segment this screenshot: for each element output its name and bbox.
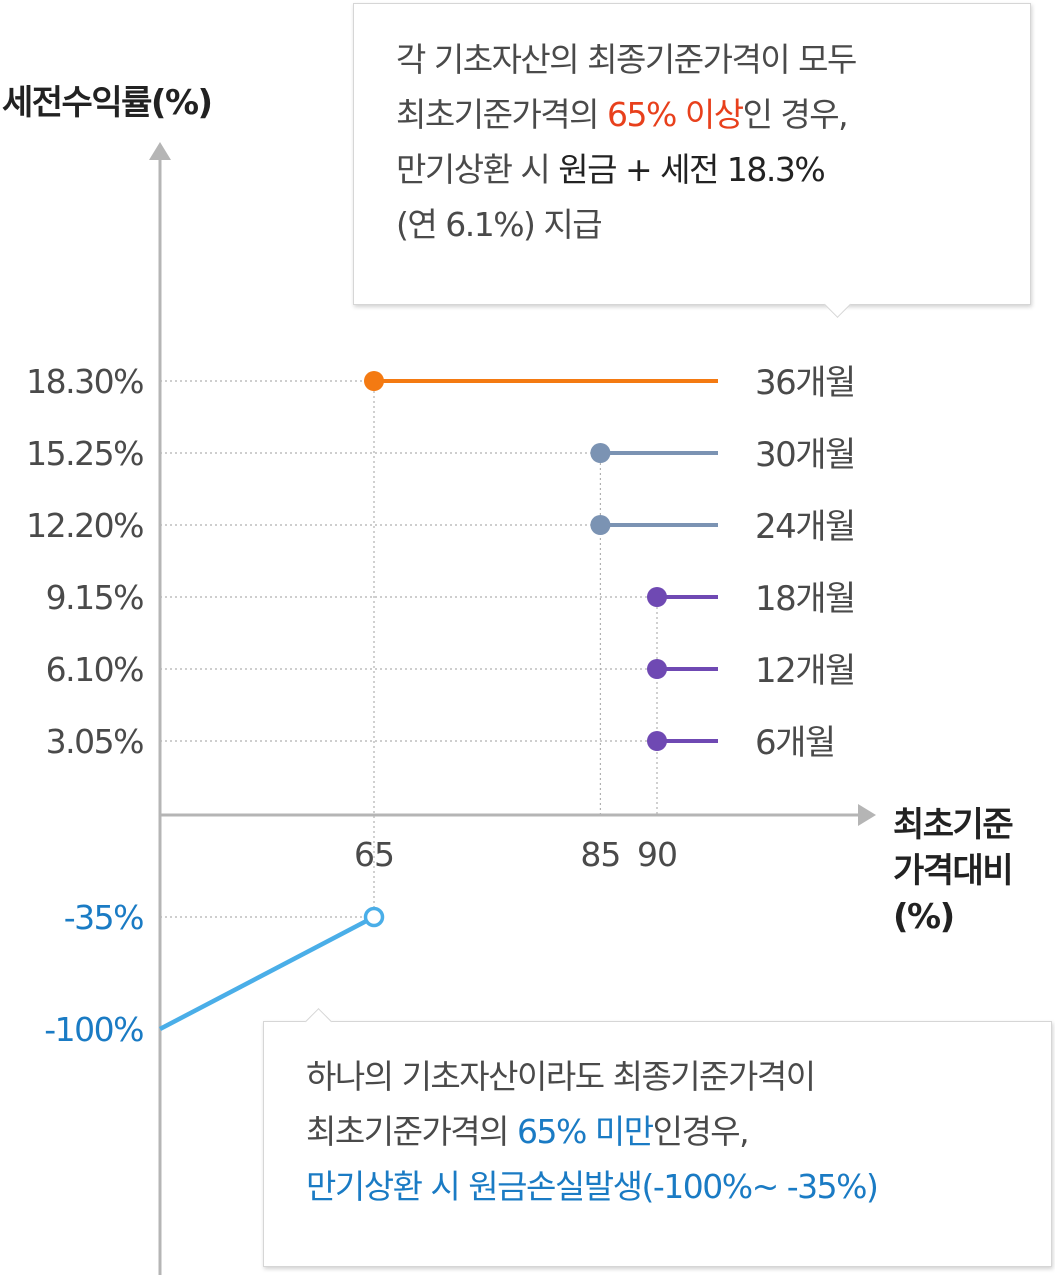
- series-label-2: 24개월: [755, 507, 855, 547]
- x-axis-label-line-0: 최초기준: [893, 805, 1013, 845]
- top-callout-line-1-segment-2: 인 경우,: [742, 95, 849, 134]
- series-point-1: [590, 443, 611, 463]
- x-axis-label-line-2: (%): [893, 897, 954, 937]
- top-callout-line-1: 최초기준가격의 65% 이상인 경우,: [396, 87, 1000, 142]
- series-point-0: [364, 371, 384, 391]
- top-callout-line-2: 만기상환 시 원금 + 세전 18.3%: [396, 142, 1000, 197]
- bottom-callout-line-0-segment-0: 하나의 기초자산이라도 최종기준가격이: [306, 1057, 816, 1096]
- y-tick-label-5: 3.05%: [46, 722, 143, 761]
- series-point-2: [590, 515, 611, 535]
- top-callout-line-2-segment-0: 만기상환 시: [396, 150, 559, 189]
- x-tick-label-0: 65: [354, 835, 394, 874]
- x-tick-label-1: 85: [580, 835, 620, 874]
- x-tick-label-2: 90: [637, 835, 677, 874]
- y-axis-arrow: [149, 142, 171, 160]
- series-label-0: 36개월: [755, 363, 855, 403]
- top-callout-line-3-segment-0: (연 6.1%) 지급: [396, 205, 603, 244]
- top-callout-line-1-segment-1: 65% 이상: [607, 95, 744, 134]
- loss-endpoint: [363, 906, 385, 928]
- bottom-callout-line-1-segment-1: 65% 미만: [517, 1112, 654, 1151]
- series-label-3: 18개월: [755, 579, 855, 619]
- series-point-3: [647, 587, 667, 607]
- y-tick-label-1: 15.25%: [26, 434, 143, 473]
- series-label-1: 30개월: [755, 435, 855, 475]
- y-tick-label-3: 9.15%: [46, 578, 143, 617]
- top-callout-line-0: 각 기초자산의 최종기준가격이 모두: [396, 32, 1000, 87]
- top-callout-line-1-segment-0: 최초기준가격의: [396, 95, 608, 134]
- y-tick-label-4: 6.10%: [46, 650, 143, 689]
- series-point-5: [647, 731, 667, 751]
- x-axis-label-line-1: 가격대비: [893, 851, 1012, 891]
- top-callout: 각 기초자산의 최종기준가격이 모두 최초기준가격의 65% 이상인 경우, 만기상…: [353, 3, 1031, 318]
- y-tick-label-0: 18.30%: [26, 362, 143, 401]
- bottom-callout-line-2: 만기상환 시 원금손실발생(-100%~ -35%): [306, 1159, 1031, 1214]
- bottom-callout-line-1: 최초기준가격의 65% 미만인경우,: [306, 1104, 1031, 1159]
- top-callout-line-2-segment-1: 원금 + 세전 18.3%: [558, 150, 825, 189]
- series-label-5: 6개월: [755, 723, 835, 763]
- bottom-callout-line-1-segment-2: 인경우,: [652, 1112, 750, 1151]
- series-label-4: 12개월: [755, 651, 855, 691]
- loss-line: [158, 915, 376, 1031]
- bottom-callout-line-2-segment-0: 만기상환 시 원금손실발생(-100%~ -35%): [306, 1167, 879, 1206]
- top-callout-text: 각 기초자산의 최종기준가격이 모두 최초기준가격의 65% 이상인 경우, 만기상…: [396, 32, 1000, 252]
- series-point-4: [647, 659, 667, 679]
- bottom-callout-line-1-segment-0: 최초기준가격의: [306, 1112, 518, 1151]
- top-callout-line-3: (연 6.1%) 지급: [396, 197, 1000, 252]
- x-axis-arrow: [858, 804, 876, 826]
- top-callout-line-0-segment-0: 각 기초자산의 최종기준가격이 모두: [396, 40, 857, 79]
- y-axis-label: 세전수익률(%): [2, 83, 212, 123]
- y-tick-label-neg-0: -35%: [64, 898, 143, 937]
- y-tick-label-neg-1: -100%: [44, 1010, 143, 1049]
- y-tick-label-2: 12.20%: [26, 506, 143, 545]
- bottom-callout-line-0: 하나의 기초자산이라도 최종기준가격이: [306, 1049, 1031, 1104]
